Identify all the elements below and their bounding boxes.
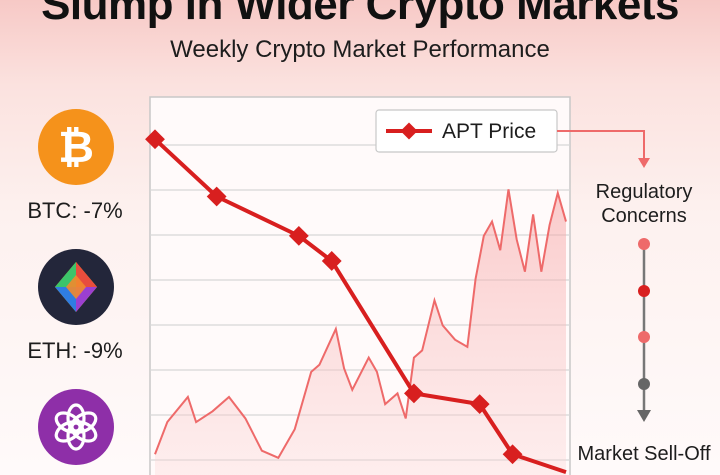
apt-price-point-3 bbox=[321, 251, 342, 271]
btc-change-label: BTC: -7% bbox=[27, 198, 123, 223]
apt-price-point-5 bbox=[469, 394, 490, 415]
timeline-arrow bbox=[637, 410, 651, 422]
legend: APT Price bbox=[375, 109, 558, 153]
timeline-dot-2 bbox=[638, 285, 650, 297]
apt-price-line bbox=[153, 137, 567, 475]
apt-price-point-4 bbox=[404, 383, 424, 404]
apt-price-point-6 bbox=[502, 444, 523, 465]
area-series-line bbox=[154, 189, 567, 460]
eth-change-label: ETH: -9% bbox=[27, 338, 123, 363]
timeline-label-regulatory-concerns: Regulatory Concerns bbox=[595, 181, 693, 227]
timeline-label-market-sell-off: Market Sell-Off bbox=[577, 443, 711, 465]
openai-knot-icon bbox=[37, 388, 115, 466]
headline: Slump in Wider Crypto Markets bbox=[41, 0, 679, 29]
apt-price-point-2 bbox=[288, 225, 309, 246]
bitcoin-icon: ₿ bbox=[37, 108, 115, 186]
connector-arrow bbox=[638, 158, 650, 168]
svg-text:₿: ₿ bbox=[58, 123, 94, 172]
multicolor-diamond-icon bbox=[37, 248, 115, 326]
timeline-dot-3 bbox=[638, 331, 650, 343]
timeline-dot-4 bbox=[638, 378, 650, 390]
chart-subtitle: Weekly Crypto Market Performance bbox=[170, 36, 550, 63]
area-series-fill bbox=[155, 189, 566, 475]
legend-marker-swatch bbox=[400, 122, 418, 140]
apt-price-point-1 bbox=[206, 186, 227, 207]
timeline-dot-1 bbox=[638, 238, 650, 250]
connector-line bbox=[557, 130, 645, 160]
apt-price-point-0 bbox=[145, 129, 165, 150]
legend-label-apt-price: APT Price bbox=[442, 120, 536, 143]
